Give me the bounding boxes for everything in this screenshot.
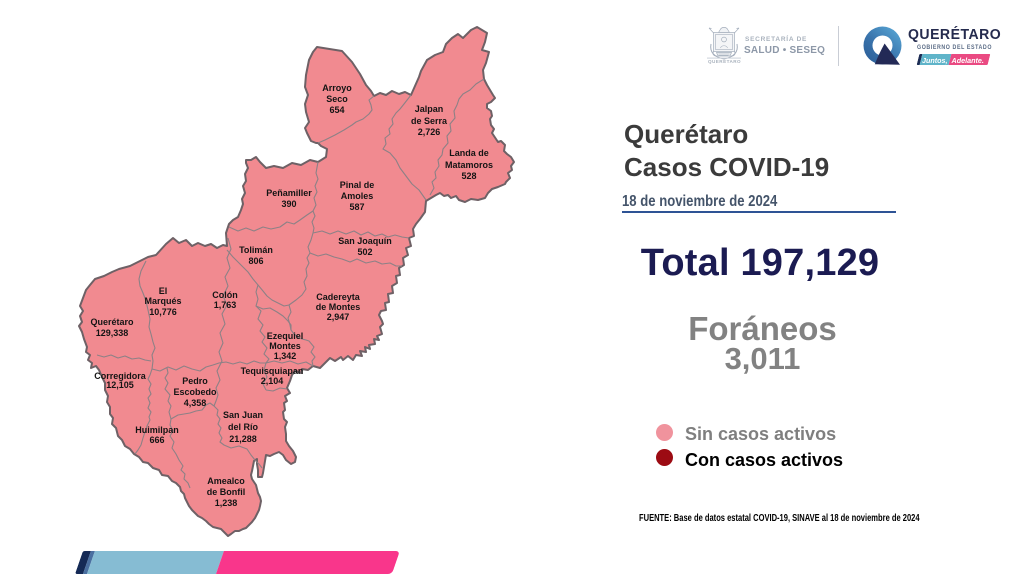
- svg-text:El: El: [159, 286, 168, 296]
- svg-text:Peñamiller: Peñamiller: [266, 188, 312, 198]
- svg-text:Tequisquiapan: Tequisquiapan: [241, 366, 304, 376]
- svg-text:Matamoros: Matamoros: [445, 160, 493, 170]
- svg-text:2,104: 2,104: [261, 376, 284, 386]
- svg-text:San Juan: San Juan: [223, 410, 263, 420]
- svg-text:1,342: 1,342: [274, 351, 297, 361]
- svg-text:1,238: 1,238: [215, 498, 238, 508]
- svg-text:2,726: 2,726: [418, 127, 441, 137]
- svg-text:Colón: Colón: [212, 290, 238, 300]
- svg-text:Landa de: Landa de: [449, 148, 489, 158]
- svg-text:Querétaro: Querétaro: [90, 317, 134, 327]
- svg-text:Huimilpan: Huimilpan: [135, 425, 179, 435]
- svg-text:666: 666: [149, 435, 164, 445]
- svg-text:de Bonfil: de Bonfil: [207, 487, 246, 497]
- svg-text:Corregidora: Corregidora: [94, 371, 147, 381]
- svg-text:Arroyo: Arroyo: [322, 83, 352, 93]
- svg-text:Amealco: Amealco: [207, 476, 245, 486]
- svg-text:Cadereyta: Cadereyta: [316, 292, 361, 302]
- svg-text:129,338: 129,338: [96, 328, 129, 338]
- svg-text:528: 528: [461, 171, 476, 181]
- svg-text:Seco: Seco: [326, 94, 348, 104]
- svg-text:Pinal de: Pinal de: [340, 180, 375, 190]
- svg-text:654: 654: [329, 105, 344, 115]
- svg-text:587: 587: [349, 202, 364, 212]
- svg-text:Ezequiel: Ezequiel: [267, 331, 304, 341]
- svg-text:21,288: 21,288: [229, 434, 257, 444]
- svg-text:del Río: del Río: [228, 422, 259, 432]
- svg-text:Escobedo: Escobedo: [173, 387, 217, 397]
- svg-text:Amoles: Amoles: [341, 191, 374, 201]
- svg-text:4,358: 4,358: [184, 398, 207, 408]
- svg-text:Jalpan: Jalpan: [415, 104, 444, 114]
- svg-text:2,947: 2,947: [327, 312, 350, 322]
- svg-text:de Serra: de Serra: [411, 116, 448, 126]
- svg-text:San Joaquín: San Joaquín: [338, 236, 392, 246]
- svg-text:de Montes: de Montes: [316, 302, 361, 312]
- svg-text:502: 502: [357, 247, 372, 257]
- svg-text:Montes: Montes: [269, 341, 301, 351]
- svg-text:Pedro: Pedro: [182, 376, 208, 386]
- svg-text:806: 806: [248, 256, 263, 266]
- svg-text:Tolimán: Tolimán: [239, 245, 273, 255]
- svg-text:Marqués: Marqués: [144, 296, 181, 306]
- svg-text:390: 390: [281, 199, 296, 209]
- svg-text:10,776: 10,776: [149, 307, 177, 317]
- svg-text:12,105: 12,105: [106, 380, 134, 390]
- svg-text:1,763: 1,763: [214, 300, 237, 310]
